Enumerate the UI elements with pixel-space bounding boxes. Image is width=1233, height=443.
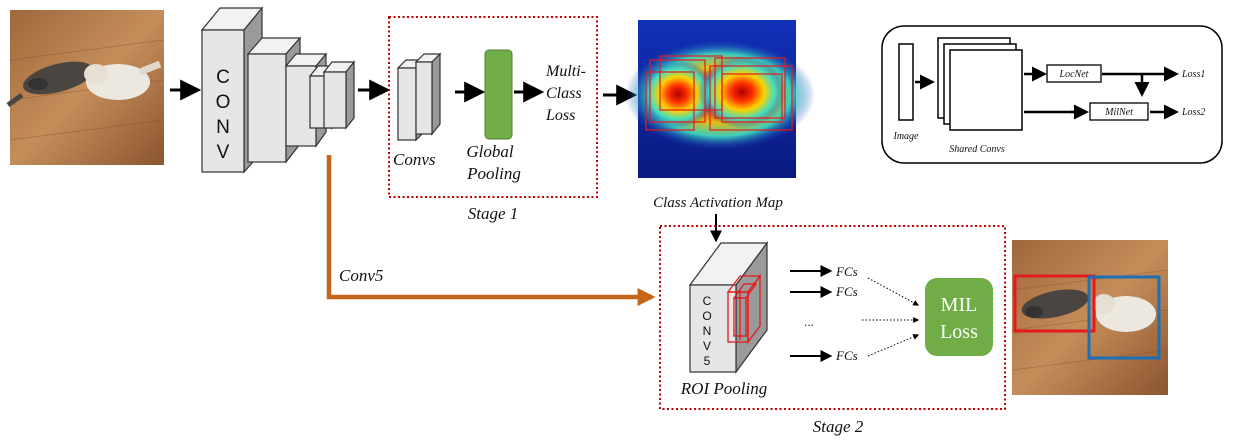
- svg-text:Multi-: Multi-: [545, 63, 586, 80]
- input-cat-photo: [6, 10, 165, 165]
- cam-label: Class Activation Map: [653, 195, 783, 211]
- fc-label-1: FCs: [835, 264, 858, 279]
- svg-text:N: N: [703, 324, 712, 338]
- backbone-conv-label: C O N V: [216, 67, 231, 163]
- inset-milnet-box: [1089, 102, 1149, 121]
- conv5-label: Conv5: [339, 266, 383, 285]
- global-pooling-label: Global Pooling: [466, 142, 521, 183]
- stage2-box: [659, 225, 1006, 410]
- stage1-convs-label: Convs: [393, 150, 436, 169]
- svg-text:O: O: [702, 309, 711, 323]
- inset-locnet-box: [1046, 64, 1102, 83]
- fc-label-2: FCs: [835, 284, 858, 299]
- svg-text:C: C: [216, 67, 230, 88]
- svg-text:Global: Global: [466, 142, 514, 161]
- inset-locnet-label: LocNet: [1059, 69, 1089, 80]
- stage1-box: [388, 16, 598, 198]
- svg-text:Loss: Loss: [545, 107, 575, 124]
- svg-text:5: 5: [704, 354, 711, 368]
- stage1-caption: Stage 1: [468, 204, 519, 223]
- inset-loss2-label: Loss2: [1181, 107, 1205, 118]
- conv5-block-label: C O N V 5: [702, 294, 711, 368]
- detection-box-red: [1013, 274, 1096, 333]
- stage1-convs-block: [396, 52, 442, 142]
- inset-image-block: [898, 43, 914, 121]
- backbone-conv-stack: [200, 6, 356, 174]
- inset-arrows: [1024, 66, 1179, 120]
- conv5-feature-block: [688, 241, 769, 374]
- fc-label-3: FCs: [835, 348, 858, 363]
- inset-loss1-label: Loss1: [1181, 69, 1205, 80]
- global-pooling-block: [484, 49, 513, 140]
- class-activation-map: [625, 20, 815, 178]
- svg-text:C: C: [703, 294, 712, 308]
- inset-box: [881, 25, 1223, 164]
- conv5-arrow: [326, 155, 656, 306]
- inset-image-label: Image: [893, 131, 920, 142]
- svg-text:Class: Class: [546, 85, 582, 102]
- mil-loss-block: [925, 278, 993, 356]
- fc-arrows: [790, 265, 833, 362]
- stage2-caption: Stage 2: [813, 417, 864, 436]
- roi-boxes: [726, 274, 762, 344]
- fc-to-mil-arrows: [862, 277, 920, 357]
- detection-box-blue: [1087, 275, 1161, 360]
- svg-text:Loss: Loss: [940, 321, 978, 343]
- svg-text:MIL: MIL: [941, 294, 978, 316]
- inset-shared-convs: [937, 37, 1023, 131]
- fc-ellipsis: ...: [804, 315, 814, 329]
- inset-shared-label: Shared Convs: [949, 144, 1005, 155]
- mil-loss-label: MIL Loss: [940, 294, 978, 343]
- svg-text:N: N: [216, 117, 230, 138]
- svg-text:V: V: [703, 339, 711, 353]
- multi-class-loss-label: Multi- Class Loss: [545, 63, 586, 124]
- inset-milnet-label: MilNet: [1104, 107, 1133, 118]
- output-cat-photo: [1011, 240, 1169, 395]
- svg-text:V: V: [217, 142, 230, 163]
- roi-pooling-label: ROI Pooling: [680, 379, 767, 398]
- svg-text:Pooling: Pooling: [466, 164, 521, 183]
- svg-text:O: O: [216, 92, 231, 113]
